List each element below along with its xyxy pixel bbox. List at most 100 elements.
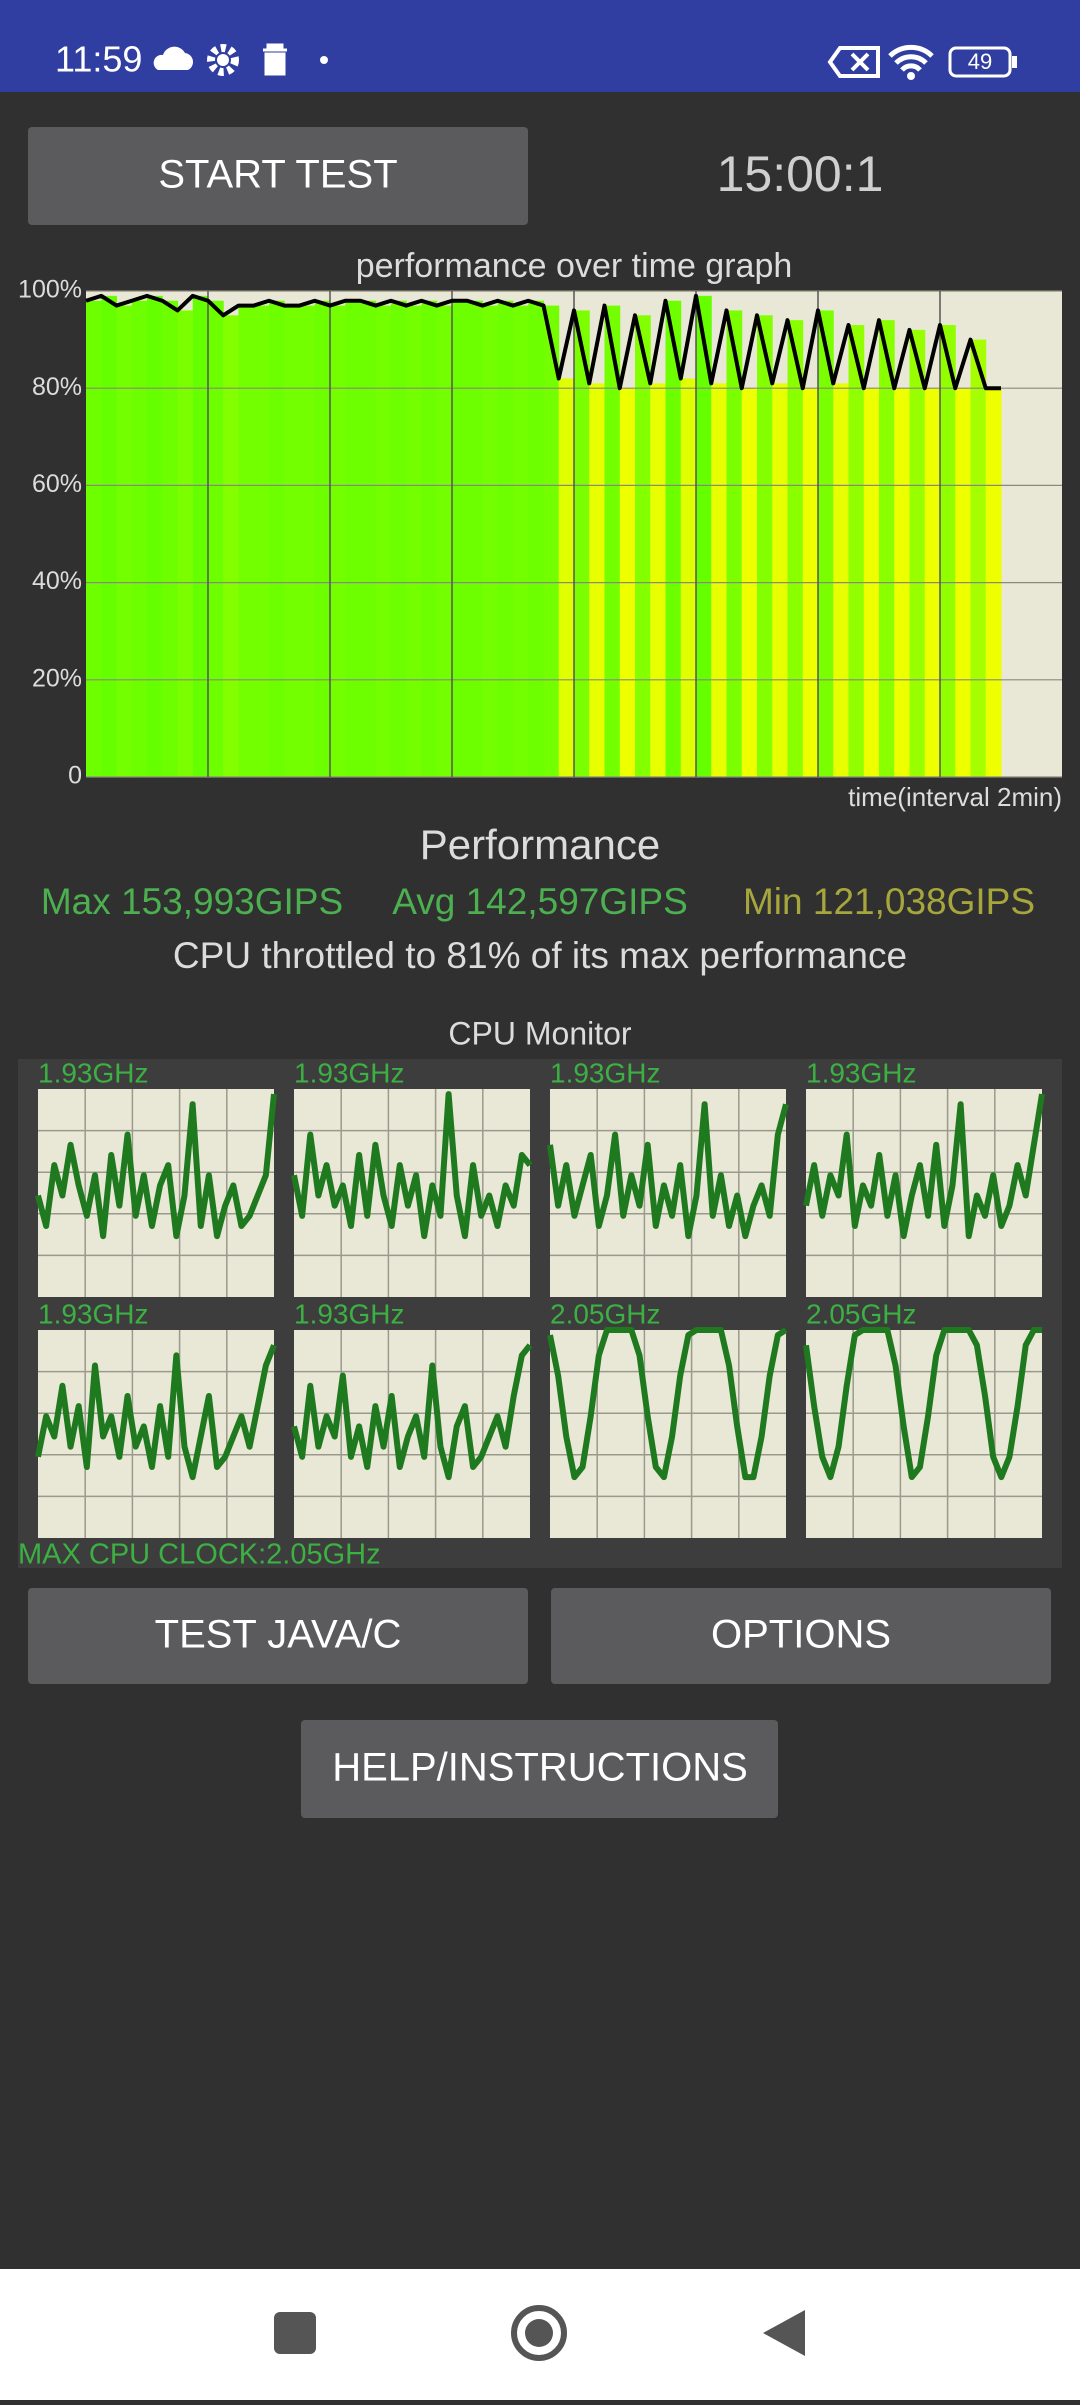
performance-bar [299, 305, 316, 777]
core-frequency: 1.93GHz [550, 1057, 661, 1088]
performance-bar [818, 310, 834, 777]
test-java-label: TEST JAVA/C [155, 1613, 402, 1657]
performance-bar [360, 300, 377, 777]
core-frequency: 1.93GHz [806, 1057, 917, 1088]
y-tick-label: 20% [32, 664, 82, 692]
performance-bar [223, 315, 239, 777]
core-frequency: 1.93GHz [294, 1298, 405, 1329]
performance-bar [86, 300, 102, 777]
core-frequency: 2.05GHz [806, 1298, 917, 1329]
settings-icon-center [217, 54, 229, 66]
cpu-monitor-title: CPU Monitor [448, 1015, 632, 1051]
performance-bar [314, 300, 331, 777]
performance-bar [711, 383, 727, 777]
performance-bar [726, 310, 743, 777]
performance-bar [772, 383, 788, 777]
performance-bar [116, 305, 133, 777]
performance-bar [513, 305, 529, 777]
performance-bar [680, 378, 697, 777]
test-java-button[interactable] [28, 1588, 528, 1684]
no-sim-cross [850, 52, 870, 72]
cpu-monitor: 1.93GHz 1.93GHz 1.93GHz 1.93GHz 1.93GHz 1.93G… [35, 1057, 1045, 1538]
performance-bar [940, 325, 956, 777]
performance-bar [406, 305, 422, 777]
clock: 11:59 [55, 39, 142, 80]
performance-bar [833, 383, 849, 777]
dot-icon [320, 56, 328, 64]
battery-level: 49 [968, 49, 992, 74]
performance-bar [345, 300, 361, 777]
help-button[interactable] [301, 1720, 778, 1818]
y-tick-label: 100% [18, 276, 82, 304]
start-test-button[interactable] [28, 127, 528, 225]
timer: 15:00:1 [717, 146, 884, 202]
performance-bar [452, 300, 468, 777]
core-line [547, 1327, 788, 1481]
performance-chart: performance over time graph time(interva… [18, 247, 1062, 812]
help-label: HELP/INSTRUCTIONS [332, 1746, 748, 1790]
core-line [547, 1101, 789, 1240]
performance-bar [970, 339, 987, 777]
x-axis-label: time(interval 2min) [848, 782, 1062, 812]
performance-bar [589, 383, 605, 777]
performance-line [85, 293, 1001, 391]
performance-bar [284, 305, 300, 777]
recents-button[interactable] [274, 2312, 316, 2354]
y-tick-label: 0 [68, 762, 82, 790]
core-frequency: 1.93GHz [294, 1057, 405, 1088]
performance-bar [330, 305, 346, 777]
core-line [291, 1091, 533, 1240]
battery-tip [1012, 56, 1017, 68]
back-button[interactable] [763, 2310, 805, 2356]
cloud-icon [153, 46, 193, 70]
performance-bar [558, 378, 575, 777]
core-line [35, 1344, 277, 1481]
performance-bar [391, 300, 407, 777]
performance-bar [253, 305, 270, 777]
chart-title: performance over time graph [356, 247, 793, 285]
performance-bar [269, 300, 285, 777]
performance-bar [238, 305, 255, 777]
core-frequency: 1.93GHz [38, 1298, 149, 1329]
performance-bar [436, 305, 453, 777]
performance-bar [482, 305, 499, 777]
performance-bar [665, 300, 682, 777]
battery-icon [948, 46, 1012, 78]
performance-bar [848, 325, 865, 777]
performance-bar [192, 295, 209, 777]
start-test-label: START TEST [158, 153, 397, 197]
core-line [803, 1093, 1045, 1240]
home-button-center [525, 2319, 553, 2347]
y-tick-label: 80% [32, 373, 82, 401]
avg-gips: Avg 142,597GIPS [392, 881, 688, 922]
home-button[interactable] [511, 2305, 567, 2361]
performance-bar [650, 383, 666, 777]
performance-bar [879, 320, 895, 777]
no-sim-icon [827, 46, 880, 78]
performance-bar [696, 295, 712, 777]
performance-bar [497, 300, 514, 777]
performance-bar [177, 310, 194, 777]
performance-bar [574, 310, 590, 777]
performance-title: Performance [420, 821, 660, 868]
min-gips: Min 121,038GIPS [743, 881, 1035, 922]
status-bar [0, 0, 1080, 92]
max-cpu-clock: MAX CPU CLOCK:2.05GHz [18, 1539, 381, 1571]
performance-bar [635, 315, 651, 777]
throttle-summary: CPU throttled to 81% of its max performa… [173, 935, 907, 976]
trash-icon [263, 43, 287, 76]
performance-bar [528, 300, 544, 777]
performance-bar [147, 295, 163, 777]
y-tick-label: 60% [32, 470, 82, 498]
performance-bar [787, 320, 804, 777]
core-line [803, 1327, 1042, 1481]
performance-bar [909, 329, 926, 777]
performance-bar [162, 300, 178, 777]
options-button[interactable] [551, 1588, 1051, 1684]
wifi-dot [907, 72, 915, 80]
wifi-icon [888, 44, 934, 72]
performance-bar [421, 300, 438, 777]
performance-bar [604, 305, 621, 777]
